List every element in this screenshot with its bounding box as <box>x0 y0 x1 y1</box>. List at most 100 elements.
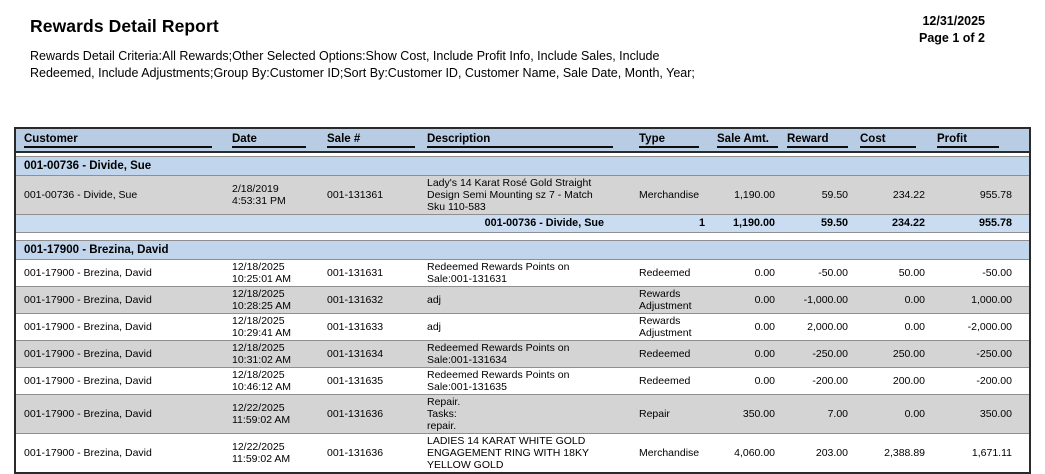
cell-customer-empty <box>16 222 224 226</box>
cell-sale-amt: 1,190.00 <box>734 189 775 201</box>
cell-sale-number: 001-131633 <box>327 321 384 333</box>
subtotal-label: 001-00736 - Divide, Sue <box>484 217 604 229</box>
page-number: Page 1 of 2 <box>919 31 985 45</box>
table-row: 001-17900 - Brezina, David 12/22/2025 11:… <box>16 433 1029 472</box>
cell-reward: 2,000.00 <box>807 321 848 333</box>
cell-sale-amt: 0.00 <box>754 321 775 333</box>
cell-sale-amt: 0.00 <box>754 294 775 306</box>
cell-type: Rewards Adjustment <box>639 315 692 339</box>
cell-reward: 7.00 <box>827 408 848 420</box>
cell-date: 12/22/2025 11:59:02 AM <box>232 441 291 465</box>
group-header-row: 001-00736 - Divide, Sue <box>16 156 1029 175</box>
column-header-label: Type <box>639 133 699 148</box>
cell-cost: 0.00 <box>904 294 925 306</box>
rewards-detail-table: Customer Date Sale # Description Type Sale Am… <box>14 127 1031 474</box>
report-criteria: Rewards Detail Criteria:All Rewards;Othe… <box>30 49 695 80</box>
cell-profit: 1,000.00 <box>971 294 1012 306</box>
cell-date: 12/18/2025 10:29:41 AM <box>232 315 291 339</box>
cell-cost: 50.00 <box>898 267 925 279</box>
table-header-row: Customer Date Sale # Description Type Sale Am… <box>16 129 1029 153</box>
cell-profit: -250.00 <box>976 348 1012 360</box>
cell-profit: -2,000.00 <box>967 321 1012 333</box>
page-title: Rewards Detail Report <box>30 16 219 36</box>
cell-sale-number: 001-131635 <box>327 375 384 387</box>
cell-type: Merchandise <box>639 189 700 201</box>
cell-description: Lady's 14 Karat Rosé Gold Straight Desig… <box>427 177 593 213</box>
cell-cost: 2,388.89 <box>884 447 925 459</box>
cell-reward: 59.50 <box>821 189 848 201</box>
cell-sale-amt: 350.00 <box>742 408 775 420</box>
cell-description: Repair. Tasks: repair. <box>427 396 461 432</box>
subtotal-cost: 234.22 <box>891 217 925 229</box>
column-header-label: Date <box>232 133 306 148</box>
group-header-row: 001-17900 - Brezina, David <box>16 240 1029 259</box>
column-header-label: Customer <box>24 133 212 148</box>
cell-date: 12/18/2025 10:28:25 AM <box>232 288 291 312</box>
cell-date: 12/18/2025 10:46:12 AM <box>232 369 291 393</box>
table-row: 001-17900 - Brezina, David 12/18/2025 10:… <box>16 259 1029 286</box>
cell-customer: 001-17900 - Brezina, David <box>24 321 152 333</box>
cell-sale-number: 001-131631 <box>327 267 384 279</box>
cell-date: 12/22/2025 11:59:02 AM <box>232 402 291 426</box>
table-row: 001-17900 - Brezina, David 12/18/2025 10:… <box>16 286 1029 313</box>
table-row: 001-00736 - Divide, Sue 2/18/2019 4:53:31… <box>16 175 1029 214</box>
subtotal-count: 1 <box>698 217 705 229</box>
column-header-date: Date <box>224 133 319 148</box>
table-row: 001-17900 - Brezina, David 12/18/2025 10:… <box>16 340 1029 367</box>
cell-sale-number-empty <box>319 222 419 226</box>
cell-sale-amt: 0.00 <box>754 375 775 387</box>
cell-cost: 234.22 <box>892 189 925 201</box>
cell-profit: 1,671.11 <box>971 447 1012 459</box>
column-header-profit: Profit <box>929 133 1029 148</box>
cell-description: adj <box>427 294 442 306</box>
column-header-sale-amt: Sale Amt. <box>709 133 779 148</box>
cell-sale-number: 001-131634 <box>327 348 384 360</box>
cell-customer: 001-00736 - Divide, Sue <box>24 189 138 201</box>
table-row: 001-17900 - Brezina, David 12/18/2025 10:… <box>16 313 1029 340</box>
subtotal-profit: 955.78 <box>978 217 1012 229</box>
cell-reward: -1,000.00 <box>803 294 848 306</box>
cell-cost: 0.00 <box>904 408 925 420</box>
cell-profit: 350.00 <box>979 408 1012 420</box>
column-header-label: Sale # <box>327 133 415 148</box>
cell-date-empty <box>224 222 319 226</box>
cell-type: Rewards Adjustment <box>639 288 692 312</box>
cell-reward: -50.00 <box>818 267 848 279</box>
cell-sale-amt: 0.00 <box>754 267 775 279</box>
column-header-label: Sale Amt. <box>717 133 778 148</box>
cell-sale-number: 001-131361 <box>327 189 384 201</box>
cell-type: Redeemed <box>639 267 691 279</box>
table-row: 001-17900 - Brezina, David 12/22/2025 11:… <box>16 394 1029 433</box>
cell-sale-amt: 0.00 <box>754 348 775 360</box>
cell-profit: -200.00 <box>976 375 1012 387</box>
table-row: 001-17900 - Brezina, David 12/18/2025 10:… <box>16 367 1029 394</box>
cell-date: 12/18/2025 10:25:01 AM <box>232 261 291 285</box>
cell-profit: -50.00 <box>982 267 1012 279</box>
subtotal-sale-amt: 1,190.00 <box>732 217 775 229</box>
cell-cost: 250.00 <box>892 348 925 360</box>
cell-sale-number: 001-131636 <box>327 408 384 420</box>
column-header-label: Cost <box>860 133 916 148</box>
header-body-gap <box>16 153 1029 156</box>
cell-type: Redeemed <box>639 348 691 360</box>
column-header-label: Profit <box>937 133 999 148</box>
cell-description: Redeemed Rewards Points on Sale:001-1316… <box>427 261 570 285</box>
cell-customer: 001-17900 - Brezina, David <box>24 348 152 360</box>
print-date: 12/31/2025 <box>922 14 985 28</box>
column-header-description: Description <box>419 133 631 148</box>
cell-reward: -200.00 <box>812 375 848 387</box>
subtotal-reward: 59.50 <box>820 217 848 229</box>
cell-customer: 001-17900 - Brezina, David <box>24 447 152 459</box>
cell-description: LADIES 14 KARAT WHITE GOLD ENGAGEMENT RI… <box>427 435 589 471</box>
column-header-cost: Cost <box>852 133 929 148</box>
cell-sale-number: 001-131636 <box>327 447 384 459</box>
print-info: 12/31/2025 Page 1 of 2 <box>919 13 985 47</box>
cell-customer: 001-17900 - Brezina, David <box>24 375 152 387</box>
column-header-type: Type <box>631 133 709 148</box>
cell-customer: 001-17900 - Brezina, David <box>24 267 152 279</box>
column-header-label: Reward <box>787 133 848 148</box>
report-header: Rewards Detail Report 12/31/2025 Page 1 … <box>0 0 1045 82</box>
cell-type: Merchandise <box>639 447 700 459</box>
cell-sale-amt: 4,060.00 <box>734 447 775 459</box>
column-header-reward: Reward <box>779 133 852 148</box>
